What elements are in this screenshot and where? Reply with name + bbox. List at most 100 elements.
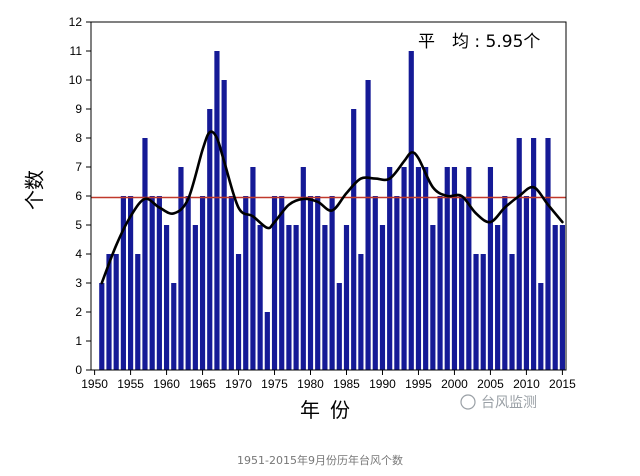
bar-1965 [199,196,206,370]
bar-1954 [120,196,126,370]
bar-1992 [394,196,400,370]
x-tick-label: 1980 [297,377,324,391]
y-tick-label: 4 [75,247,82,261]
y-tick-label: 7 [75,160,82,174]
bar-1964 [192,225,198,370]
bar-1986 [351,109,357,370]
watermark: 台风监测 [460,394,537,411]
bar-2008 [509,254,515,370]
bar-1974 [264,312,270,370]
y-tick-label: 11 [70,44,83,58]
bar-2011 [531,138,537,370]
bar-1978 [293,225,299,370]
bar-1988 [365,80,371,370]
y-axis-title: 个数 [23,170,47,210]
x-tick-label: 2005 [477,377,504,391]
y-tick-label: 0 [75,363,82,377]
bar-1957 [142,138,148,370]
x-tick-label: 2000 [441,377,468,391]
bar-2009 [516,138,522,370]
bar-1956 [135,254,141,370]
bar-1966 [207,109,213,370]
bar-2001 [459,196,465,370]
bar-1968 [221,80,227,370]
watermark-text: 台风监测 [481,395,537,411]
plot-frame [90,21,567,371]
bar-1983 [329,196,335,370]
bar-1977 [286,225,292,370]
bar-2003 [473,254,479,370]
x-tick-label: 2015 [549,377,576,391]
x-axis: 1950 1955 1960 1965 1970 1975 1980 1985 1990 1995… [81,370,576,391]
bar-1997 [430,225,436,370]
bar-1982 [322,225,328,370]
x-tick-label: 2010 [513,377,540,391]
x-axis-title: 年份 [300,398,360,422]
bar-1967 [214,51,220,370]
bar-1960 [163,225,170,370]
y-tick-label: 9 [75,102,82,116]
bar-1985 [343,225,350,370]
bars-layer [99,51,565,370]
bar-1998 [437,196,443,370]
bar-1993 [401,167,407,370]
bar-1969 [228,196,234,370]
bar-1984 [336,283,342,370]
x-tick-label: 1970 [225,377,252,391]
bar-1963 [185,196,191,370]
x-tick-label: 1990 [369,377,396,391]
bar-1958 [149,196,155,370]
y-tick-label: 2 [75,305,82,319]
y-tick-label: 5 [75,218,82,232]
bar-1999 [444,167,450,370]
bar-1953 [113,254,119,370]
bar-1976 [279,196,285,370]
y-tick-label: 6 [75,189,82,203]
bar-2005 [487,167,494,370]
y-tick-label: 10 [69,73,83,87]
y-tick-label: 1 [75,334,82,348]
bar-2014 [552,225,558,370]
bar-1955 [127,196,134,370]
figure-caption: 1951-2015年9月份历年台风个数 [237,453,403,467]
bar-1970 [235,254,242,370]
bar-1979 [300,167,306,370]
bar-2004 [480,254,486,370]
x-tick-label: 1950 [81,377,108,391]
bar-2013 [545,138,551,370]
bar-1996 [423,167,429,370]
trend-line [100,130,564,285]
x-tick-label: 1955 [117,377,144,391]
bar-1991 [387,167,393,370]
bar-2015 [559,225,565,370]
bar-1980 [307,196,314,370]
bar-1959 [156,196,162,370]
bar-2010 [523,196,530,370]
bar-2000 [451,167,458,370]
x-tick-label: 1965 [189,377,216,391]
bar-1990 [379,225,386,370]
y-tick-label: 8 [75,131,82,145]
x-tick-label: 1995 [405,377,432,391]
bar-1994 [408,51,414,370]
bar-1951 [99,283,105,370]
x-tick-label: 1985 [333,377,360,391]
y-tick-label: 12 [69,15,83,29]
bar-1989 [372,196,378,370]
bar-1972 [250,167,256,370]
bar-1975 [271,196,278,370]
bar-2007 [502,196,508,370]
x-tick-label: 1975 [261,377,288,391]
x-tick-label: 1960 [153,377,180,391]
bar-1981 [315,196,321,370]
bar-1961 [171,283,177,370]
bar-1995 [415,167,422,370]
bar-1987 [358,254,364,370]
bar-1952 [106,254,112,370]
bar-2012 [538,283,544,370]
y-tick-label: 3 [75,276,82,290]
bar-1971 [243,196,249,370]
bar-1973 [257,225,263,370]
